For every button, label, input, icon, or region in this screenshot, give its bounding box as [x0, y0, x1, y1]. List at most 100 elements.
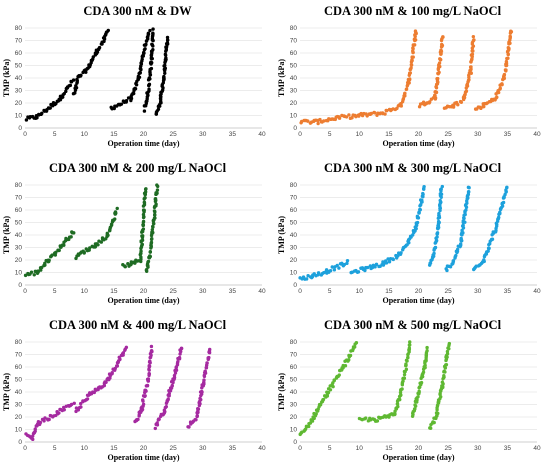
- data-point: [96, 243, 100, 247]
- data-point: [73, 91, 77, 95]
- data-point: [306, 273, 310, 278]
- data-point: [488, 242, 492, 246]
- data-point: [328, 388, 333, 392]
- data-point: [23, 273, 28, 278]
- data-point: [74, 84, 78, 88]
- data-point: [29, 270, 34, 274]
- data-point: [140, 59, 144, 63]
- data-point: [164, 56, 168, 60]
- data-point: [79, 401, 83, 406]
- data-point: [149, 66, 154, 71]
- data-point: [179, 346, 184, 351]
- data-point: [144, 268, 149, 272]
- x-tick-label: 25: [445, 288, 453, 295]
- data-point: [404, 87, 409, 91]
- data-point: [438, 392, 442, 397]
- data-point: [159, 95, 163, 99]
- y-tick-label: 0: [18, 439, 22, 446]
- y-tick-label: 0: [18, 125, 22, 132]
- data-point: [30, 434, 35, 438]
- chart-title: CDA 300 nM & 200 mg/L NaOCl: [49, 161, 227, 175]
- x-tick-label: 40: [533, 288, 541, 295]
- data-point: [498, 86, 502, 91]
- x-tick-label: 10: [81, 445, 89, 452]
- x-tick-label: 35: [229, 288, 237, 295]
- data-point: [434, 239, 439, 243]
- y-tick-label: 60: [15, 364, 23, 371]
- y-tick-label: 50: [15, 63, 23, 70]
- data-point: [304, 277, 309, 281]
- data-point: [141, 399, 145, 403]
- y-tick-label: 30: [15, 402, 23, 409]
- data-point: [143, 187, 148, 191]
- data-point: [504, 59, 509, 64]
- data-point: [437, 211, 441, 216]
- data-point: [454, 253, 458, 258]
- y-axis-label: TMP (kPa): [277, 216, 286, 254]
- data-point: [391, 257, 395, 262]
- data-point: [133, 261, 137, 265]
- data-point: [447, 347, 451, 351]
- data-point: [365, 114, 369, 118]
- x-axis-label: Operation time (day): [383, 453, 455, 462]
- data-point: [402, 376, 407, 380]
- data-point: [456, 103, 460, 107]
- x-tick-label: 0: [23, 131, 27, 138]
- data-point: [40, 111, 44, 116]
- data-point: [207, 355, 211, 360]
- data-point: [348, 353, 353, 358]
- data-point: [165, 38, 170, 42]
- data-point: [434, 236, 438, 240]
- data-point: [123, 265, 127, 269]
- x-tick-label: 15: [110, 445, 118, 452]
- data-point: [114, 211, 118, 215]
- y-tick-label: 60: [15, 207, 23, 214]
- y-tick-label: 50: [15, 220, 23, 227]
- data-point: [48, 106, 52, 110]
- data-point: [24, 118, 29, 122]
- data-point: [461, 223, 465, 227]
- data-point: [332, 378, 336, 382]
- data-point: [142, 109, 147, 113]
- chart-svg: CDA 300 nM & 200 mg/L NaOCl0102030405060…: [2, 161, 266, 305]
- data-point: [509, 29, 513, 33]
- data-point: [43, 416, 47, 420]
- data-point: [380, 111, 385, 115]
- data-point: [140, 238, 145, 242]
- data-point: [399, 251, 403, 255]
- data-point: [451, 259, 456, 263]
- data-point: [466, 78, 471, 83]
- data-point: [147, 364, 152, 368]
- data-point: [404, 367, 409, 372]
- x-tick-label: 40: [258, 288, 266, 295]
- data-point: [365, 265, 370, 270]
- data-point: [337, 373, 341, 377]
- y-tick-label: 60: [290, 207, 298, 214]
- data-point: [68, 83, 73, 88]
- data-point: [384, 261, 389, 265]
- data-point: [141, 219, 146, 224]
- data-point: [47, 258, 51, 262]
- chart-panel-300-naocl: CDA 300 nM & 300 mg/L NaOCl 0 10 20 30 40 50 60…: [275, 157, 550, 314]
- data-point: [420, 198, 424, 203]
- data-point: [159, 101, 163, 105]
- data-point: [79, 73, 83, 78]
- data-point: [143, 388, 148, 393]
- y-tick-label: 80: [15, 25, 23, 32]
- y-tick-label: 20: [15, 414, 23, 421]
- data-point: [141, 402, 146, 406]
- data-point: [72, 401, 76, 405]
- x-tick-label: 35: [229, 131, 237, 138]
- y-tick-label: 10: [290, 427, 298, 434]
- data-point: [149, 344, 154, 349]
- data-point: [354, 341, 359, 345]
- x-tick-label: 15: [385, 288, 393, 295]
- data-point: [118, 357, 122, 362]
- data-point: [498, 211, 502, 216]
- x-tick-label: 15: [385, 131, 393, 138]
- data-point: [441, 35, 445, 39]
- y-tick-label: 80: [15, 182, 23, 189]
- data-point: [150, 237, 154, 241]
- scatter-series: [298, 340, 452, 437]
- data-point: [143, 43, 148, 47]
